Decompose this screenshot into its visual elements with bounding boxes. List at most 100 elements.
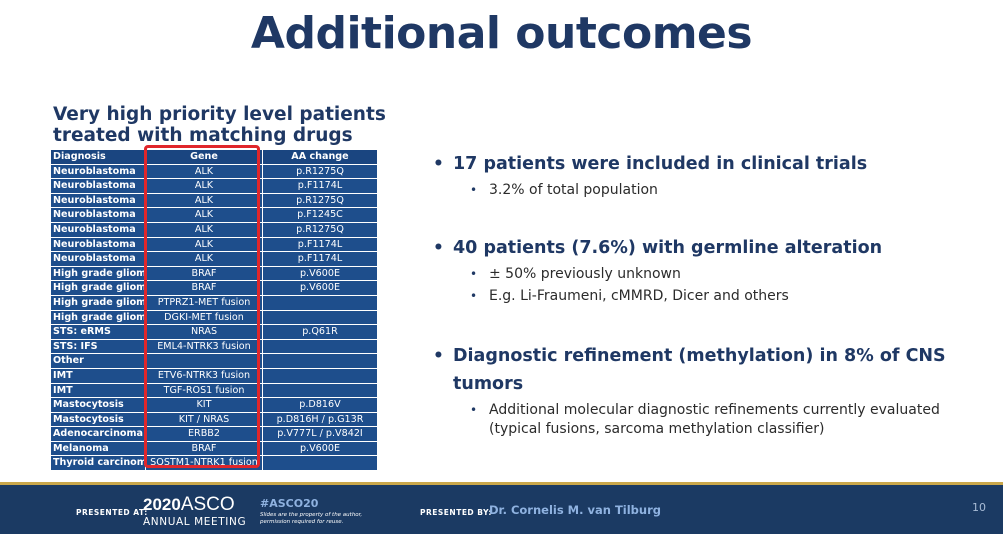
cell-gene: BRAF [145,440,263,457]
bullet-main: 17 patients were included in clinical tr… [433,150,993,178]
cell-gene: ERBB2 [145,426,263,442]
presenter-name: Dr. Cornelis M. van Tilburg [489,503,661,517]
table-header-row: Diagnosis Gene AA change [50,149,378,165]
presented-by-label: PRESENTED BY: [420,508,492,517]
cell-gene: ALK [145,207,263,223]
cell-diagnosis: Neuroblastoma [50,163,146,180]
slide-title: Additional outcomes [250,8,753,59]
disclaimer-line: permission required for reuse. [260,519,344,525]
logo-asco: ASCO [180,494,235,515]
cell-aa-change [262,309,378,326]
asco-logo: 2020ASCO [143,494,235,516]
cell-aa-change: p.V600E [262,265,378,282]
annual-meeting-label: ANNUAL MEETING [143,516,247,528]
table-row: Melanoma BRAF p.V600E [50,440,378,457]
cell-gene: ALK [145,192,263,209]
disclaimer: Slides are the property of the author, p… [260,512,370,526]
table-row: Neuroblastoma ALK p.R1275Q [50,192,378,209]
cell-diagnosis: IMT [50,367,146,384]
cell-gene: KIT [145,397,263,413]
cell-aa-change [262,455,378,472]
bullet-group-1: 17 patients were included in clinical tr… [433,150,993,200]
cell-gene [145,353,263,369]
cell-gene: ALK [145,236,263,253]
table-row: Neuroblastoma ALK p.R1275Q [50,221,378,238]
bullet-group-3: Diagnostic refinement (methylation) in 8… [433,342,993,439]
cell-diagnosis: Neuroblastoma [50,221,146,238]
bullet-sub: ± 50% previously unknown [470,265,993,284]
table-heading: Very high priority level patients treate… [53,104,386,146]
cell-gene: BRAF [145,265,263,282]
table-row: High grade glioma BRAF p.V600E [50,280,378,296]
header-aa-change: AA change [262,149,378,165]
cell-aa-change [262,382,378,399]
cell-diagnosis: High grade glioma [50,280,146,296]
cell-aa-change: p.V600E [262,280,378,296]
cell-gene: BRAF [145,280,263,296]
cell-aa-change: p.D816H / p.G13R [262,411,378,428]
cell-aa-change [262,367,378,384]
cell-gene: SQSTM1-NTRK1 fusion [145,455,263,472]
cell-aa-change: p.Q61R [262,324,378,340]
table-row: Mastocytosis KIT p.D816V [50,397,378,413]
table-row: Neuroblastoma ALK p.F1245C [50,207,378,223]
cell-diagnosis: Thyroid carcinoma [50,455,146,472]
table-row: High grade glioma DGKI-MET fusion [50,309,378,326]
cell-diagnosis: High grade glioma [50,309,146,326]
table-row: Neuroblastoma ALK p.F1174L [50,251,378,267]
table-row: STS: IFS EML4-NTRK3 fusion [50,338,378,355]
page-number: 10 [972,501,986,514]
cell-aa-change: p.R1275Q [262,192,378,209]
cell-gene: KIT / NRAS [145,411,263,428]
cell-gene: TGF-ROS1 fusion [145,382,263,399]
table-row: Neuroblastoma ALK p.F1174L [50,178,378,194]
table-row: High grade glioma BRAF p.V600E [50,265,378,282]
header-diagnosis: Diagnosis [50,149,146,165]
hashtag: #ASCO20 [260,497,319,510]
cell-aa-change: p.R1275Q [262,221,378,238]
cell-aa-change: p.F1174L [262,251,378,267]
table-body: Neuroblastoma ALK p.R1275Q Neuroblastoma ALK… [50,163,378,472]
cell-diagnosis: Other [50,353,146,369]
cell-aa-change [262,353,378,369]
cell-diagnosis: Neuroblastoma [50,178,146,194]
cell-diagnosis: STS: eRMS [50,324,146,340]
logo-year: 2020 [143,495,181,514]
cell-diagnosis: Mastocytosis [50,397,146,413]
cell-diagnosis: High grade glioma [50,265,146,282]
header-gene: Gene [145,149,263,165]
bullet-main: 40 patients (7.6%) with germline alterat… [433,234,993,262]
cell-diagnosis: Neuroblastoma [50,251,146,267]
cell-aa-change: p.R1275Q [262,163,378,180]
cell-gene: ALK [145,221,263,238]
table-row: Neuroblastoma ALK p.F1174L [50,236,378,253]
table-row: IMT ETV6-NTRK3 fusion [50,367,378,384]
cell-diagnosis: Melanoma [50,440,146,457]
cell-diagnosis: IMT [50,382,146,399]
cell-diagnosis: STS: IFS [50,338,146,355]
cell-aa-change: p.F1174L [262,178,378,194]
cell-aa-change: p.V600E [262,440,378,457]
cell-aa-change: p.F1245C [262,207,378,223]
cell-aa-change: p.V777L / p.V842I [262,426,378,442]
table-row: Adenocarcinoma ERBB2 p.V777L / p.V842I [50,426,378,442]
disclaimer-line: Slides are the property of the author, [260,512,363,518]
cell-diagnosis: Neuroblastoma [50,192,146,209]
bullet-sub: E.g. Li-Fraumeni, cMMRD, Dicer and other… [470,287,993,306]
table-row: STS: eRMS NRAS p.Q61R [50,324,378,340]
cell-aa-change: p.F1174L [262,236,378,253]
cell-diagnosis: High grade glioma [50,294,146,311]
cell-diagnosis: Mastocytosis [50,411,146,428]
cell-gene: ALK [145,163,263,180]
cell-gene: EML4-NTRK3 fusion [145,338,263,355]
table-row: Neuroblastoma ALK p.R1275Q [50,163,378,180]
cell-gene: DGKI-MET fusion [145,309,263,326]
bullet-sub: Additional molecular diagnostic refineme… [470,401,993,439]
bullet-main: Diagnostic refinement (methylation) in 8… [433,342,993,398]
table-row: High grade glioma PTPRZ1-MET fusion [50,294,378,311]
patient-table: Diagnosis Gene AA change Neuroblastoma AL… [50,149,378,472]
presented-at-label: PRESENTED AT: [76,508,148,517]
cell-aa-change [262,338,378,355]
cell-gene: ETV6-NTRK3 fusion [145,367,263,384]
cell-diagnosis: Adenocarcinoma [50,426,146,442]
